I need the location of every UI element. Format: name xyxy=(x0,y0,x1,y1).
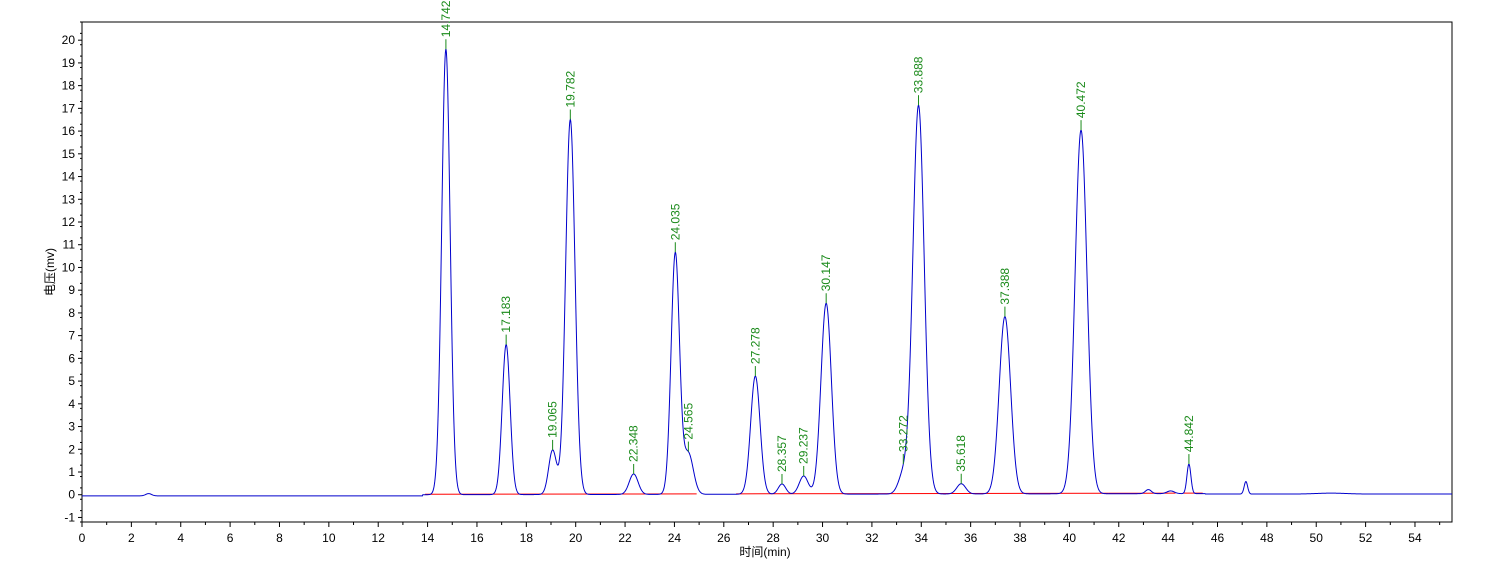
x-tick-label: 40 xyxy=(1063,531,1077,545)
x-tick-label: 10 xyxy=(322,531,336,545)
x-tick-label: 2 xyxy=(128,531,135,545)
y-tick-label: 0 xyxy=(68,488,75,502)
peak-label: 14.742 xyxy=(439,0,453,37)
y-tick-label: 2 xyxy=(68,442,75,456)
plot-frame xyxy=(82,22,1452,522)
peak-label: 27.278 xyxy=(748,327,762,364)
y-axis-title: 电压(mv) xyxy=(43,248,57,296)
x-tick-label: 48 xyxy=(1260,531,1274,545)
x-tick-label: 44 xyxy=(1161,531,1175,545)
peak-label: 22.348 xyxy=(627,425,641,462)
peak-label: 37.388 xyxy=(998,268,1012,305)
y-tick-label: 15 xyxy=(62,147,76,161)
y-tick-label: 20 xyxy=(62,33,76,47)
peak-label: 19.065 xyxy=(546,401,560,438)
x-tick-label: 18 xyxy=(520,531,534,545)
x-tick-label: 4 xyxy=(177,531,184,545)
x-tick-label: 50 xyxy=(1310,531,1324,545)
peak-label: 44.842 xyxy=(1182,415,1196,452)
peak-label: 35.618 xyxy=(954,435,968,472)
x-tick-label: 24 xyxy=(668,531,682,545)
y-tick-label: -1 xyxy=(64,510,75,524)
y-tick-label: 14 xyxy=(62,170,76,184)
x-axis-title: 时间(min) xyxy=(739,545,790,559)
x-tick-label: 12 xyxy=(372,531,386,545)
y-tick-label: 18 xyxy=(62,79,76,93)
y-tick-label: 17 xyxy=(62,101,76,115)
y-tick-label: 12 xyxy=(62,215,76,229)
y-tick-label: 8 xyxy=(68,306,75,320)
x-tick-label: 16 xyxy=(470,531,484,545)
x-tick-label: 34 xyxy=(915,531,929,545)
peak-label: 29.237 xyxy=(797,427,811,464)
y-tick-label: 19 xyxy=(62,56,76,70)
y-tick-label: 10 xyxy=(62,260,76,274)
y-tick-label: 3 xyxy=(68,420,75,434)
x-tick-label: 28 xyxy=(766,531,780,545)
x-tick-label: 36 xyxy=(964,531,978,545)
y-tick-label: 7 xyxy=(68,329,75,343)
y-tick-label: 6 xyxy=(68,351,75,365)
y-tick-label: 16 xyxy=(62,124,76,138)
y-tick-label: 9 xyxy=(68,283,75,297)
y-tick-label: 1 xyxy=(68,465,75,479)
signal-trace xyxy=(82,50,1452,496)
peak-label: 24.565 xyxy=(681,403,695,440)
peak-label: 19.782 xyxy=(563,70,577,107)
x-tick-label: 6 xyxy=(227,531,234,545)
peak-label: 24.035 xyxy=(668,203,682,240)
x-tick-label: 22 xyxy=(618,531,632,545)
peak-label: 33.888 xyxy=(912,56,926,93)
x-tick-label: 38 xyxy=(1013,531,1027,545)
y-tick-label: 4 xyxy=(68,397,75,411)
x-tick-label: 20 xyxy=(569,531,583,545)
peak-label: 17.183 xyxy=(499,296,513,333)
x-tick-label: 8 xyxy=(276,531,283,545)
x-tick-label: 14 xyxy=(421,531,435,545)
peak-labels: 14.742 17.183 19.065 19.782 22.348 24.035 24.5… xyxy=(439,0,1196,472)
peak-label: 40.472 xyxy=(1074,81,1088,118)
y-tick-label: 13 xyxy=(62,192,76,206)
x-tick-label: 30 xyxy=(816,531,830,545)
x-tick-label: 42 xyxy=(1112,531,1126,545)
x-tick-label: 32 xyxy=(865,531,879,545)
y-tick-label: 5 xyxy=(68,374,75,388)
x-tick-label: 0 xyxy=(79,531,86,545)
x-tick-label: 46 xyxy=(1211,531,1225,545)
peak-label: 30.147 xyxy=(819,254,833,291)
x-tick-label: 54 xyxy=(1408,531,1422,545)
y-tick-label: 11 xyxy=(63,238,76,252)
x-tick-label: 52 xyxy=(1359,531,1373,545)
x-tick-label: 26 xyxy=(717,531,731,545)
peak-label: 33.272 xyxy=(896,415,910,452)
peak-label: 28.357 xyxy=(775,435,789,472)
